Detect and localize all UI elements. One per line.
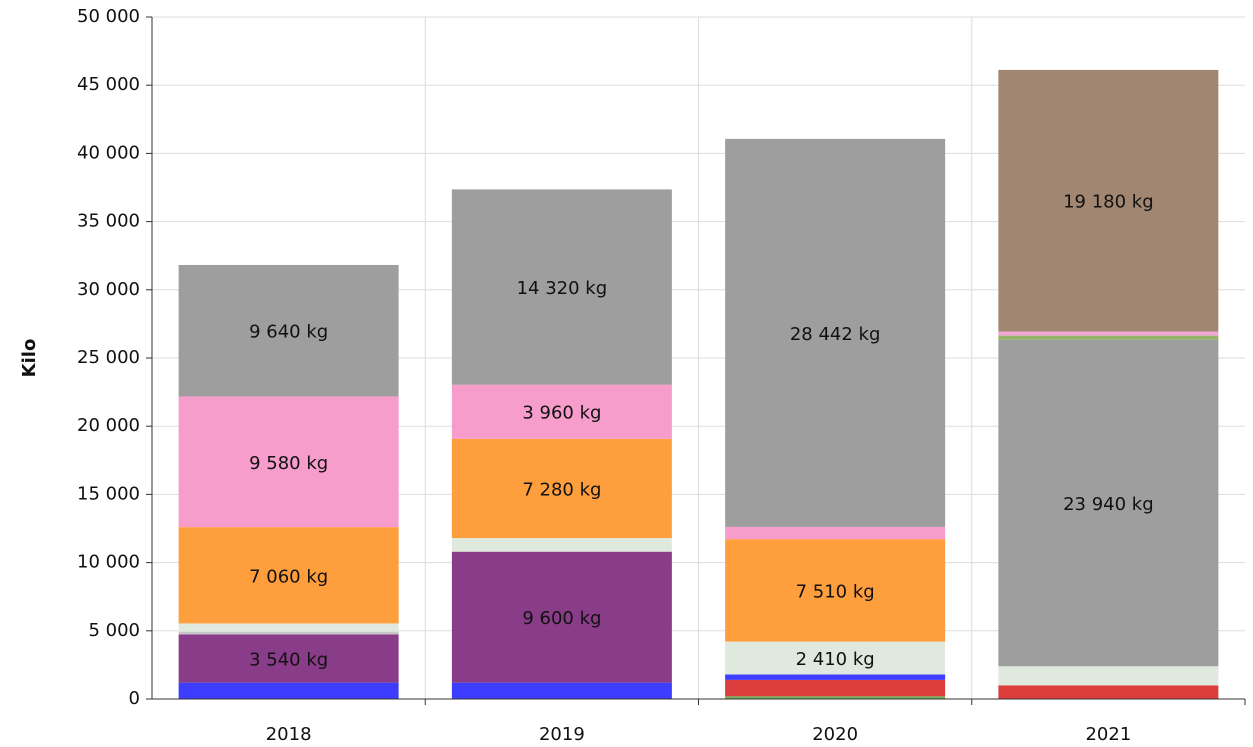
bar-segment [998,335,1219,340]
y-tick-label: 10 000 [77,552,140,573]
x-tick-label: 2020 [812,724,858,745]
bar-segment [725,696,946,699]
bar-segment [451,551,672,683]
y-tick-label: 25 000 [77,347,140,368]
data-label: 9 600 kg [522,608,601,629]
data-label: 2 410 kg [796,649,875,670]
y-tick-label: 0 [129,688,140,709]
bar-segment [725,679,946,697]
y-tick-label: 30 000 [77,279,140,300]
bar-segment [725,674,946,680]
bar-segment [998,666,1219,686]
bar-segment [451,438,672,539]
bar-segment [725,526,946,540]
y-tick-label: 40 000 [77,142,140,163]
bar-segment [451,189,672,385]
x-tick-label: 2019 [539,724,585,745]
data-label: 3 540 kg [249,649,328,670]
bar-segment [725,539,946,642]
y-tick-label: 5 000 [88,620,140,641]
x-tick-label: 2021 [1085,724,1131,745]
bar-segment [451,538,672,552]
bar-segment [998,685,1219,699]
bar-segment [451,384,672,439]
data-label: 23 940 kg [1063,494,1154,515]
data-label: 9 580 kg [249,453,328,474]
bar-segment [178,634,399,683]
data-label: 14 320 kg [517,278,608,299]
bar-segment [178,264,399,397]
data-label: 7 510 kg [796,581,875,602]
bar-segment [451,682,672,699]
bar-segment [178,527,399,624]
data-label: 19 180 kg [1063,192,1154,213]
data-label: 7 280 kg [522,479,601,500]
data-label: 3 960 kg [522,403,601,424]
bar-segment [998,69,1219,332]
y-tick-label: 20 000 [77,415,140,436]
x-tick-label: 2018 [266,724,312,745]
y-tick-label: 45 000 [77,74,140,95]
bar-segment [178,623,399,632]
bar-segment [178,396,399,528]
bar-segment [725,641,946,675]
data-label: 9 640 kg [249,322,328,343]
y-tick-label: 35 000 [77,211,140,232]
y-tick-label: 50 000 [77,6,140,27]
bar-segment [178,631,399,635]
data-label: 7 060 kg [249,566,328,587]
data-label: 28 442 kg [790,324,881,345]
bar-segment [178,682,399,699]
bar-segment [998,339,1219,667]
y-axis-label: Kilo [19,339,40,378]
bar-segment [998,331,1219,336]
bar-segment [725,138,946,527]
y-tick-label: 15 000 [77,483,140,504]
